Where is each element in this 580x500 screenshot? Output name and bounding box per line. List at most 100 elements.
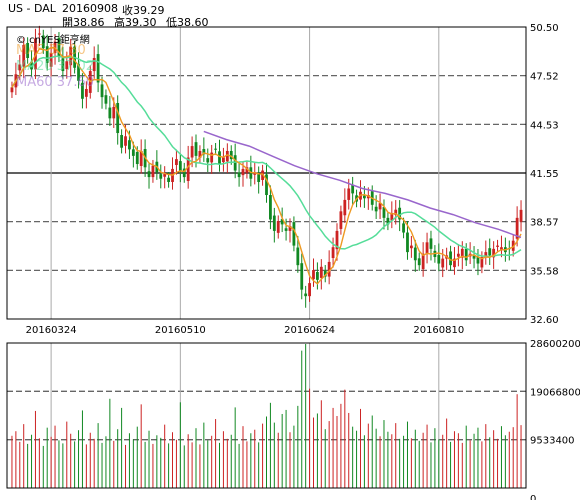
candle-body [347,188,351,200]
low-price-label: 低38.60 [166,16,209,29]
candle-body [178,161,182,171]
candle-body [386,217,390,225]
candle-body [276,221,280,233]
candle-body [449,251,452,266]
candle-body [147,171,151,178]
candle-body [331,247,335,258]
candle-body [245,167,249,173]
candle-body [484,252,488,258]
candle-body [135,151,139,165]
candle-body [409,245,413,249]
candle-body [327,261,331,277]
candle-body [225,150,229,162]
candle-body [472,255,476,259]
candle-body [81,82,84,99]
candle-body [77,63,80,81]
candle-body [492,248,496,258]
candle-body [96,54,100,83]
high-price-label: 高39.30 [114,16,157,29]
candle-body [241,168,245,176]
volume-chart: 28600200 19066800 9533400 0 [6,340,580,500]
candle-body [453,258,456,268]
candle-body [190,146,194,158]
price-x-tick: 20160810 [413,325,464,336]
candle-body [437,255,441,264]
close-price-label: 收39.29 [122,4,165,17]
candle-body [151,165,155,178]
candle-body [194,142,198,156]
candle-body [292,222,296,246]
candle-body [22,44,26,67]
candle-body [41,35,45,49]
volume-y-tick: 9533400 [530,436,575,447]
candle-body [363,195,366,199]
candle-body [182,168,186,178]
candle-body [108,107,112,119]
candle-body [65,61,69,70]
price-frame [6,26,527,320]
candle-body [417,258,421,266]
legend-ma5: MA5 37.80 [16,43,86,58]
candle-body [229,150,233,160]
candle-body [18,64,22,71]
candle-body [460,248,464,258]
volume-frame [6,342,527,489]
candle-body [464,248,468,261]
candle-body [296,247,300,266]
candle-body [343,199,347,216]
candle-body [198,150,202,158]
candle-body [116,103,120,134]
candle-body [406,232,409,253]
candle-body [304,293,308,297]
candle-body [57,37,61,57]
volume-y-tick: 19066800 [530,387,580,398]
volume-y-tick: 28600200 [530,340,580,350]
candle-body [45,46,49,63]
candle-body [10,87,14,93]
candle-body [402,223,405,233]
candle-body [323,270,327,277]
candle-body [339,211,343,229]
candle-body [49,53,53,67]
volume-y-tick: 0 [530,494,536,500]
price-x-tick: 20160324 [26,325,77,336]
candle-body [128,140,131,150]
candle-body [272,215,276,231]
candle-body [237,172,241,178]
candle-body [124,136,127,146]
candle-body [257,174,261,182]
candle-body [398,207,402,220]
candle-body [288,226,292,231]
candle-body [100,84,104,98]
price-y-tick: 38.57 [530,218,559,229]
candle-body [312,270,315,280]
candle-body [186,157,190,181]
candle-body [456,253,460,257]
price-y-tick: 32.60 [530,315,559,326]
date-label: 20160908 [62,2,118,15]
candle-body [61,58,65,72]
candle-body [413,247,417,261]
candle-body [351,184,355,194]
legend-ma20: MA20 37.02 [16,59,94,74]
candle-body [214,148,217,150]
candle-body [222,157,225,163]
candle-body [319,266,323,278]
ma60-line [203,130,522,239]
open-price-label: 開38.86 [62,16,105,29]
price-y-tick: 44.53 [530,120,559,131]
legend-ma60: MA60 37.60 [16,75,94,90]
candle-body [112,106,116,119]
ma5-line [11,46,522,285]
candle-body [496,245,499,247]
candle-body [382,207,386,218]
candle-body [218,151,221,165]
candle-body [175,159,178,166]
candle-body [167,177,170,182]
candle-body [280,219,284,225]
candle-body [163,173,167,177]
candle-body [120,134,124,148]
candle-body [104,95,108,104]
candle-body [374,206,378,212]
